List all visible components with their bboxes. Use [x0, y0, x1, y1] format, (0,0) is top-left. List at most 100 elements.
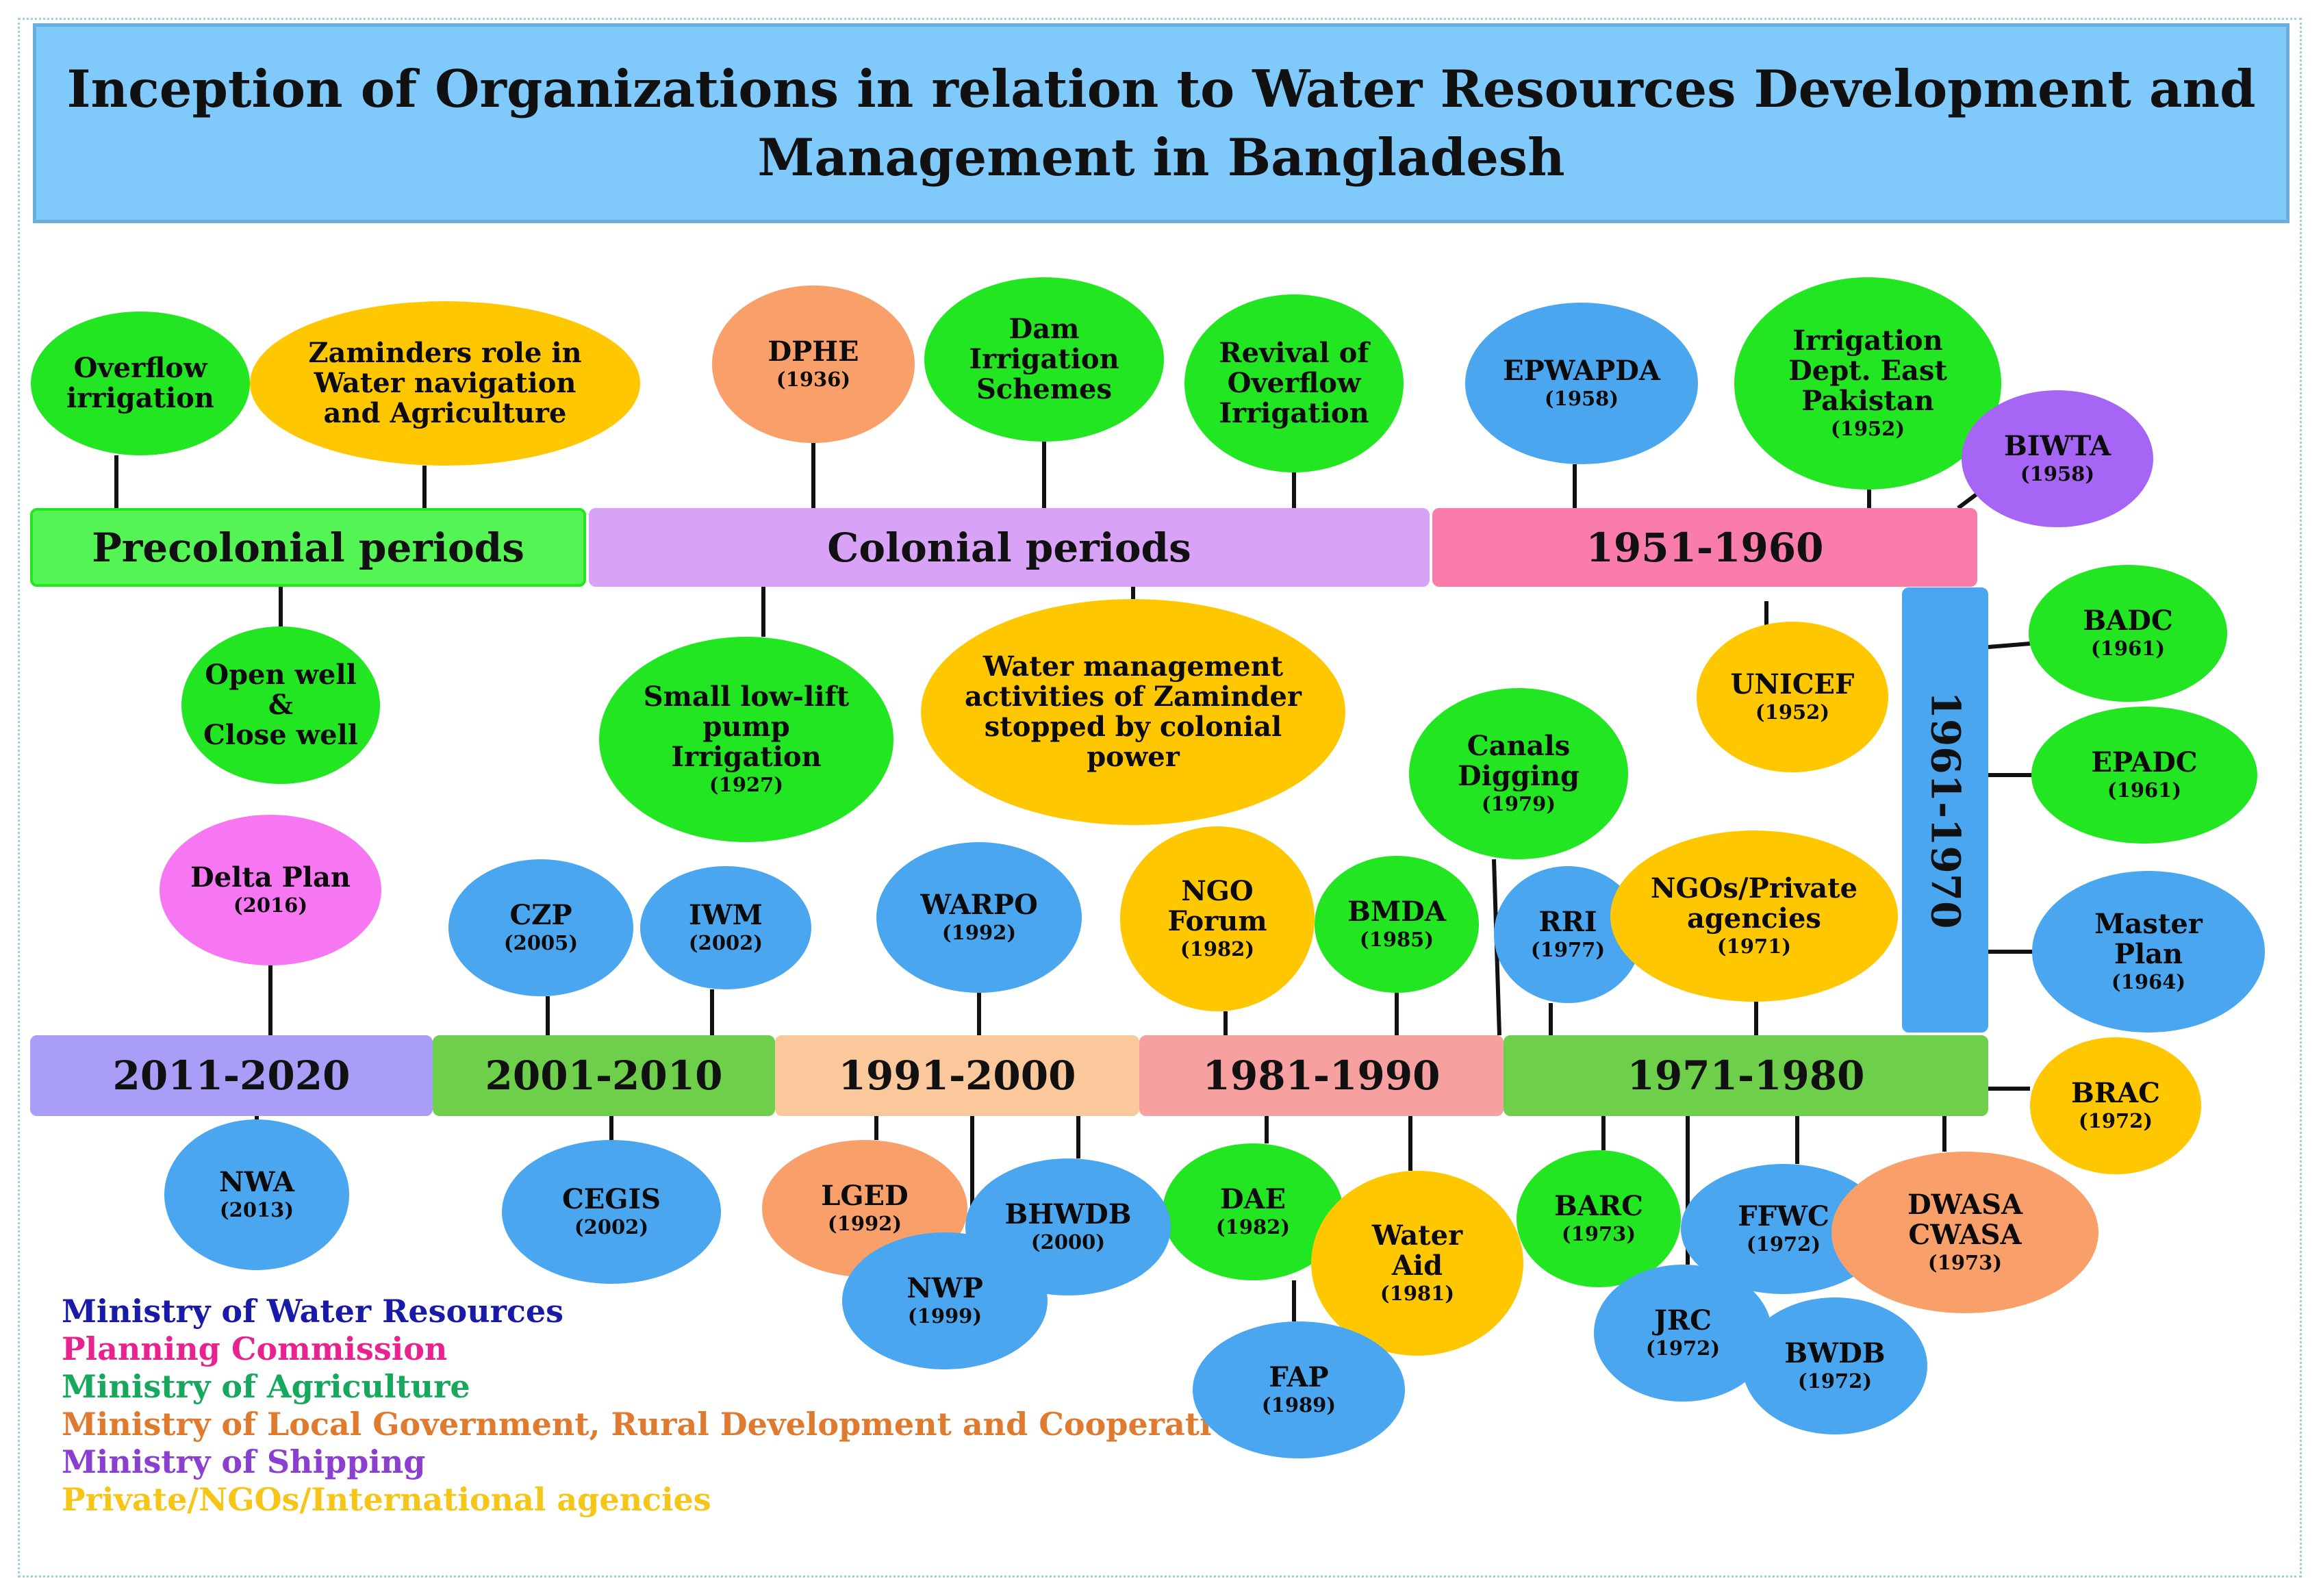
period-label: 1991-2000	[838, 1052, 1076, 1099]
period-bar-p1951: 1951-1960	[1432, 508, 1977, 587]
node-year: (1982)	[1180, 937, 1255, 961]
period-bar-p1991: 1991-2000	[775, 1035, 1139, 1116]
period-bar-precolonial: Precolonial periods	[30, 508, 586, 587]
node-name: Overflow irrigation	[66, 352, 214, 414]
node-ngos-private: NGOs/Private agencies (1971)	[1610, 831, 1898, 1002]
node-name: FFWC	[1738, 1200, 1829, 1232]
diagram-title: Inception of Organizations in relation t…	[33, 23, 2290, 223]
period-label: Precolonial periods	[92, 524, 524, 571]
node-brac: BRAC (1972)	[2030, 1037, 2201, 1174]
node-biwta: BIWTA (1958)	[1962, 390, 2153, 527]
node-nwa: NWA (2013)	[164, 1119, 349, 1270]
node-name: IWM	[689, 899, 763, 931]
node-year: (2016)	[233, 894, 308, 917]
node-nwp: NWP (1999)	[842, 1232, 1048, 1369]
node-year: (1982)	[1215, 1215, 1291, 1239]
legend-item: Ministry of Water Resources	[62, 1293, 564, 1330]
period-bar-p1971: 1971-1980	[1504, 1035, 1988, 1116]
node-name: BARC	[1554, 1190, 1643, 1222]
node-year: (1936)	[776, 368, 851, 391]
legend-item: Private/NGOs/International agencies	[62, 1481, 711, 1518]
node-name: CZP	[509, 899, 572, 931]
legend-item: Ministry of Shipping	[62, 1443, 426, 1480]
period-bar-p2001: 2001-2010	[433, 1035, 775, 1116]
node-year: (1992)	[827, 1212, 902, 1235]
node-year: (1981)	[1380, 1282, 1455, 1305]
node-year: (1999)	[907, 1304, 982, 1328]
node-zaminder-stopped: Water management activities of Zaminder …	[921, 599, 1345, 825]
node-year: (1952)	[1830, 417, 1905, 440]
node-year: (2005)	[503, 931, 579, 954]
node-name: NWP	[906, 1272, 983, 1304]
node-barc: BARC (1973)	[1517, 1150, 1681, 1287]
node-warpo: WARPO (1992)	[876, 842, 1082, 993]
node-name: NGOs/Private agencies	[1650, 872, 1858, 935]
node-year: (2000)	[1030, 1230, 1106, 1254]
node-year: (1973)	[1927, 1251, 2003, 1274]
node-name: UNICEF	[1730, 668, 1855, 700]
period-label: 1981-1990	[1202, 1052, 1441, 1099]
node-bmda: BMDA (1985)	[1315, 856, 1479, 993]
node-epadc: EPADC (1961)	[2031, 707, 2257, 844]
node-year: (1971)	[1716, 935, 1792, 958]
node-name: BIWTA	[2003, 430, 2111, 462]
node-name: Dam Irrigation Schemes	[969, 313, 1119, 405]
node-name: Zaminders role in Water navigation and A…	[308, 337, 582, 429]
period-bar-p1981: 1981-1990	[1139, 1035, 1504, 1116]
node-czp: CZP (2005)	[448, 859, 633, 996]
node-name: Revival of Overflow Irrigation	[1219, 337, 1369, 429]
node-iwm: IWM (2002)	[640, 866, 811, 989]
node-year: (1972)	[1797, 1369, 1873, 1393]
period-label: 1971-1980	[1627, 1052, 1865, 1099]
node-name: Water management activities of Zaminder …	[965, 650, 1302, 773]
node-master-plan: Master Plan (1964)	[2032, 871, 2265, 1033]
legend-item: Ministry of Local Government, Rural Deve…	[62, 1406, 1250, 1443]
connector-badc	[1988, 642, 2031, 649]
node-year: (1977)	[1530, 938, 1606, 961]
node-overflow-irrigation: Overflow irrigation	[31, 312, 250, 455]
node-revival-overflow: Revival of Overflow Irrigation	[1184, 294, 1404, 472]
period-bar-p2011: 2011-2020	[30, 1035, 433, 1116]
node-name: BWDB	[1784, 1337, 1886, 1369]
legend-item: Planning Commission	[62, 1330, 448, 1367]
node-name: Delta Plan	[190, 861, 351, 894]
node-year: (1992)	[941, 921, 1017, 944]
period-bar-p1961: 1961-1970	[1902, 587, 1988, 1033]
node-name: DAE	[1219, 1183, 1286, 1215]
node-year: (1927)	[709, 773, 784, 796]
node-year: (1961)	[2107, 778, 2182, 802]
node-fap: FAP (1989)	[1193, 1321, 1405, 1458]
node-name: BHWDB	[1004, 1198, 1132, 1230]
node-name: DPHE	[768, 335, 859, 368]
legend: Ministry of Water Resources Planning Comm…	[62, 1293, 1250, 1519]
legend-item: Ministry of Agriculture	[62, 1368, 470, 1405]
node-year: (1973)	[1561, 1222, 1636, 1245]
node-dwasa: DWASA CWASA (1973)	[1831, 1152, 2098, 1313]
node-name: JRC	[1653, 1304, 1712, 1337]
node-name: WARPO	[920, 889, 1038, 921]
node-small-pump: Small low-lift pump Irrigation (1927)	[599, 637, 893, 842]
node-year: (1961)	[2090, 637, 2166, 660]
node-zaminders-role: Zaminders role in Water navigation and A…	[250, 301, 640, 466]
node-year: (1972)	[1746, 1232, 1821, 1256]
node-epwapda: EPWAPDA (1958)	[1465, 303, 1698, 464]
node-year: (1952)	[1755, 700, 1830, 724]
node-year: (2013)	[219, 1198, 294, 1221]
node-year: (1979)	[1481, 792, 1556, 815]
node-name: BRAC	[2071, 1077, 2160, 1109]
node-irrigation-dept: Irrigation Dept. East Pakistan (1952)	[1734, 277, 2001, 490]
node-year: (1958)	[2020, 462, 2095, 485]
node-name: NWA	[219, 1166, 294, 1198]
node-name: RRI	[1538, 906, 1597, 938]
node-year: (2002)	[688, 931, 763, 954]
node-year: (1972)	[1645, 1337, 1721, 1360]
node-name: DWASA CWASA	[1907, 1189, 2022, 1251]
node-badc: BADC (1961)	[2029, 565, 2227, 702]
node-year: (1964)	[2111, 970, 2186, 993]
node-dphe: DPHE (1936)	[712, 286, 915, 443]
node-name: NGO Forum	[1167, 875, 1267, 937]
node-canals-digging: Canals Digging (1979)	[1409, 688, 1628, 859]
node-year: (1989)	[1261, 1393, 1336, 1417]
node-name: Water Aid	[1371, 1219, 1463, 1282]
